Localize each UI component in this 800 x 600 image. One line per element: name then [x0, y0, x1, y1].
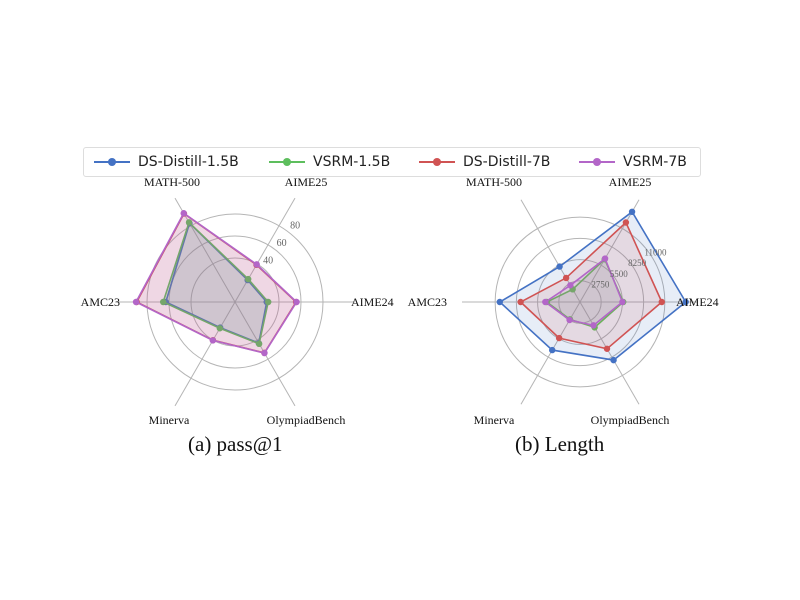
axis-label: AMC23 [81, 295, 120, 309]
data-point [180, 210, 187, 217]
data-point [132, 298, 140, 306]
data-point [658, 298, 665, 306]
axis-spoke [579, 199, 640, 303]
axis-label: AIME24 [351, 295, 394, 309]
axis-label: OlympiadBench [591, 413, 670, 427]
axis-label: OlympiadBench [267, 413, 346, 427]
data-point [265, 298, 272, 306]
tick-label: 8250 [628, 258, 647, 268]
tick-label: 2750 [591, 279, 610, 289]
data-point [216, 325, 224, 332]
caption-pass-at-1: (a) pass@1 [188, 432, 283, 456]
data-point [517, 298, 524, 306]
data-point [542, 298, 549, 306]
axis-label: Minerva [474, 413, 515, 427]
data-point [562, 274, 570, 282]
data-point [603, 345, 611, 352]
data-point [549, 346, 556, 354]
legend-item: DS-Distill-7B [419, 148, 550, 176]
data-point [496, 298, 503, 306]
axis-label: Minerva [149, 413, 190, 427]
data-point [209, 337, 217, 344]
data-point [253, 261, 260, 268]
tick-label: 60 [277, 238, 287, 249]
caption-length: (b) Length [515, 432, 605, 456]
data-point [619, 298, 626, 306]
data-point [567, 282, 574, 289]
legend-marker [269, 156, 305, 168]
axis-spoke [579, 301, 640, 405]
axis-label: AIME25 [609, 175, 652, 189]
data-point [601, 255, 609, 262]
data-point [555, 334, 563, 342]
data-point [590, 322, 597, 329]
legend-item: VSRM-7B [579, 148, 687, 176]
data-point [261, 349, 268, 357]
legend-label: DS-Distill-1.5B [138, 154, 239, 170]
legend-item: VSRM-1.5B [269, 148, 390, 176]
axis-label: MATH-500 [466, 175, 522, 189]
axis-spoke [234, 197, 296, 303]
legend-label: VSRM-1.5B [313, 154, 391, 170]
legend: DS-Distill-1.5B VSRM-1.5B DS-Distill-7B VSR… [83, 147, 701, 177]
axis-label: AMC23 [408, 295, 447, 309]
axis-label: AIME25 [285, 175, 328, 189]
legend-marker [579, 156, 615, 168]
legend-item: DS-Distill-1.5B [94, 148, 239, 176]
data-point [293, 298, 300, 306]
data-point [610, 356, 617, 364]
axis-label: MATH-500 [144, 175, 200, 189]
data-point [628, 208, 636, 216]
axis-spoke [174, 301, 236, 407]
legend-label: VSRM-7B [623, 154, 687, 170]
tick-label: 5500 [610, 269, 629, 279]
legend-marker [419, 156, 455, 168]
data-point [255, 340, 263, 348]
data-point [682, 298, 689, 306]
data-point [622, 219, 630, 226]
data-point [566, 316, 573, 324]
axis-label: AIME24 [676, 295, 719, 309]
legend-marker [94, 156, 130, 168]
data-point [185, 219, 193, 226]
legend-label: DS-Distill-7B [463, 154, 551, 170]
tick-label: 40 [263, 255, 273, 266]
data-point [556, 263, 563, 270]
tick-label: 11000 [644, 248, 667, 258]
data-point [245, 275, 252, 283]
tick-label: 80 [290, 221, 300, 232]
data-point [159, 298, 167, 306]
